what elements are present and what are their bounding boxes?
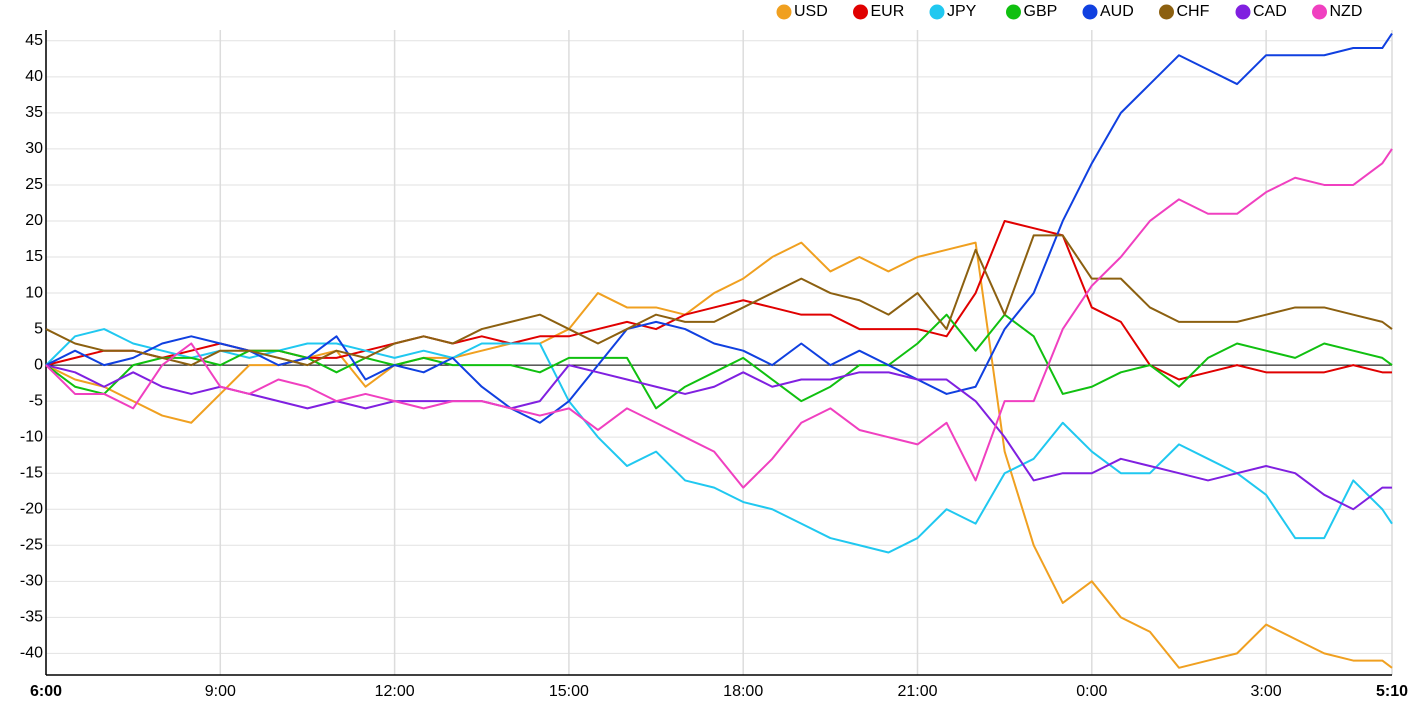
y-tick-label: 5 <box>34 320 43 337</box>
legend-label: NZD <box>1330 3 1363 20</box>
legend-label: CAD <box>1253 3 1287 20</box>
legend-swatch <box>1159 4 1174 20</box>
x-tick-label: 18:00 <box>723 683 763 700</box>
series-line <box>45 33 1393 424</box>
y-tick-label: -40 <box>20 645 43 662</box>
y-tick-label: 0 <box>34 356 43 373</box>
y-tick-label: -30 <box>20 573 43 590</box>
y-tick-label: -25 <box>20 536 43 553</box>
legend-swatch <box>1006 4 1021 20</box>
x-tick-label: 5:10 <box>1376 683 1408 700</box>
x-tick-label: 3:00 <box>1251 683 1282 700</box>
legend-label: JPY <box>947 3 977 20</box>
series-line <box>45 241 1393 669</box>
x-tick-label: 6:00 <box>30 683 62 700</box>
y-tick-label: -20 <box>20 500 43 517</box>
y-tick-label: 10 <box>25 284 43 301</box>
x-tick-label: 0:00 <box>1076 683 1107 700</box>
legend-swatch <box>1082 4 1098 20</box>
legend-swatch <box>853 4 868 20</box>
legend-swatch <box>1235 4 1251 20</box>
legend-swatch <box>776 4 792 20</box>
y-tick-label: 15 <box>25 248 43 265</box>
series-line <box>45 234 1393 367</box>
y-tick-label: 20 <box>25 212 43 229</box>
x-tick-label: 9:00 <box>205 683 236 700</box>
legend-label: AUD <box>1100 3 1134 20</box>
legend-label: EUR <box>871 3 905 20</box>
y-tick-label: 25 <box>25 176 43 193</box>
series-line <box>45 148 1393 489</box>
series-line <box>45 328 1393 554</box>
series-line <box>45 364 1392 511</box>
y-tick-label: -35 <box>20 609 43 626</box>
legend-swatch <box>929 4 945 20</box>
x-tick-label: 21:00 <box>897 683 937 700</box>
y-tick-label: 30 <box>25 140 43 157</box>
y-tick-label: -5 <box>29 392 43 409</box>
x-tick-label: 12:00 <box>375 683 415 700</box>
series-line <box>45 313 1393 410</box>
series-line <box>45 219 1392 381</box>
legend-label: GBP <box>1024 3 1058 20</box>
y-tick-label: 35 <box>25 104 43 121</box>
legend-label: CHF <box>1177 3 1210 20</box>
x-tick-label: 15:00 <box>549 683 589 700</box>
y-tick-label: -15 <box>20 464 43 481</box>
y-tick-label: 40 <box>25 68 43 85</box>
y-tick-label: -10 <box>20 428 43 445</box>
y-tick-label: 45 <box>25 32 43 49</box>
legend-label: USD <box>794 3 828 20</box>
legend-swatch <box>1312 4 1327 20</box>
